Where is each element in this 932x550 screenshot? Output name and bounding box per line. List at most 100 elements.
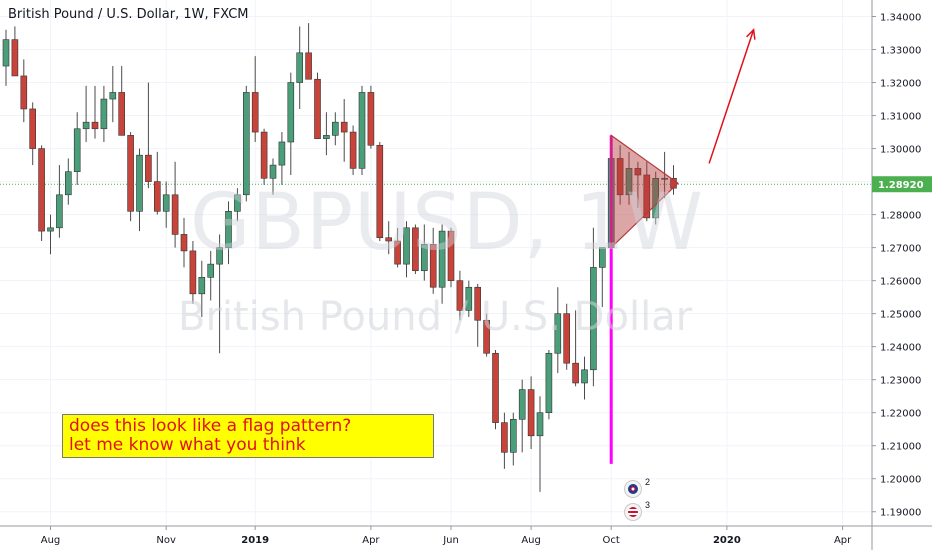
note-text-box[interactable]: does this look like a flag pattern? let … — [62, 414, 434, 458]
candle-body — [269, 164, 277, 179]
candle-body — [136, 154, 143, 212]
candle-body — [367, 92, 375, 146]
y-tick-label: 1.22000 — [880, 409, 921, 420]
candle-body — [260, 131, 268, 179]
y-tick-label: 1.28000 — [880, 211, 921, 222]
y-tick-label: 1.23000 — [880, 376, 921, 387]
candle-body — [216, 247, 223, 265]
candle-body — [225, 211, 232, 248]
candle-body — [465, 286, 473, 311]
candle-body — [243, 92, 250, 196]
candle-body — [403, 227, 410, 265]
candle-body — [349, 131, 357, 169]
candle-body — [38, 148, 45, 232]
candle-body — [100, 98, 108, 130]
candle-body — [82, 121, 90, 130]
y-tick-label: 1.27000 — [880, 244, 921, 255]
candle-body — [20, 75, 28, 110]
candle-body — [234, 194, 241, 212]
candle-body — [65, 171, 72, 196]
candle-body — [492, 352, 499, 423]
candle-body — [474, 286, 482, 321]
y-tick-label: 1.19000 — [880, 508, 921, 519]
candle-body — [625, 168, 633, 196]
note-line-1: does this look like a flag pattern? — [69, 416, 352, 436]
candle-body — [278, 141, 286, 166]
drawings — [609, 28, 756, 464]
candle-body — [501, 422, 508, 453]
candle-body — [145, 154, 152, 182]
candle-body — [162, 194, 170, 212]
note-line-2: let me know what you think — [69, 435, 306, 455]
y-tick-label: 1.21000 — [880, 442, 921, 453]
candle-body — [207, 263, 214, 278]
candle-body — [652, 177, 660, 219]
us-flag-icon — [628, 507, 638, 517]
candle-body — [11, 39, 19, 77]
uk-flag-icon — [628, 484, 638, 494]
candle-body — [358, 92, 366, 169]
x-tick-label: Apr — [834, 535, 852, 546]
pennant-triangle — [610, 134, 679, 250]
candle-body — [527, 389, 535, 437]
y-tick-label: 1.31000 — [880, 112, 921, 123]
candle-body — [314, 78, 321, 139]
candle-body — [29, 108, 37, 149]
candle-body — [572, 362, 579, 384]
candle-body — [616, 158, 624, 196]
candle-body — [412, 227, 419, 272]
candle-body — [376, 144, 384, 239]
candle-body — [438, 230, 446, 288]
y-tick-label: 1.20000 — [880, 475, 921, 486]
candle-body — [581, 369, 588, 384]
candle-body — [634, 168, 642, 176]
candle-body — [251, 92, 259, 133]
candle-body — [643, 174, 651, 219]
event-count-3: 3 — [645, 500, 651, 510]
candle-body — [456, 280, 464, 311]
candle-body — [118, 92, 125, 136]
x-tick-label: 2019 — [241, 535, 269, 546]
candle-body — [198, 277, 206, 295]
y-tick-label: 1.24000 — [880, 343, 921, 354]
event-count-2: 2 — [645, 477, 651, 487]
x-tick-label: Aug — [521, 535, 541, 546]
x-tick-label: Apr — [362, 535, 380, 546]
candle-body — [127, 135, 134, 212]
last-price-label-bg — [872, 176, 932, 193]
y-tick-label: 1.30000 — [880, 145, 921, 156]
candle-body — [545, 352, 553, 413]
candle-body — [554, 313, 562, 354]
candles — [2, 23, 677, 492]
candle-body — [590, 267, 597, 371]
x-tick-label: 2020 — [713, 535, 741, 546]
event-badge-uk[interactable]: 2 — [624, 477, 650, 498]
candle-body — [2, 39, 10, 67]
y-tick-label: 1.32000 — [880, 79, 921, 90]
symbol-watermark: GBPUSD, 1W — [190, 178, 704, 268]
x-tick-label: Nov — [156, 535, 176, 546]
candle-body — [598, 247, 606, 268]
event-badge-us[interactable]: 3 — [624, 500, 650, 521]
candle-body — [47, 227, 54, 232]
candle-body — [447, 230, 455, 281]
candle-body — [287, 82, 295, 143]
candle-body — [661, 177, 668, 180]
candle-body — [536, 412, 544, 437]
candle-body — [394, 240, 401, 265]
x-tick-label: Oct — [603, 535, 620, 546]
x-tick-label: Jun — [442, 535, 459, 546]
candle-body — [331, 121, 339, 136]
candle-body — [323, 135, 330, 139]
candle-body — [420, 244, 428, 272]
candle-body — [509, 419, 517, 453]
candle-body — [189, 250, 197, 295]
candle-body — [518, 389, 526, 420]
y-tick-label: 1.34000 — [880, 13, 921, 24]
candle-body — [91, 121, 99, 130]
candle-body — [180, 234, 188, 252]
y-tick-label: 1.26000 — [880, 277, 921, 288]
y-tick-label: 1.25000 — [880, 310, 921, 321]
